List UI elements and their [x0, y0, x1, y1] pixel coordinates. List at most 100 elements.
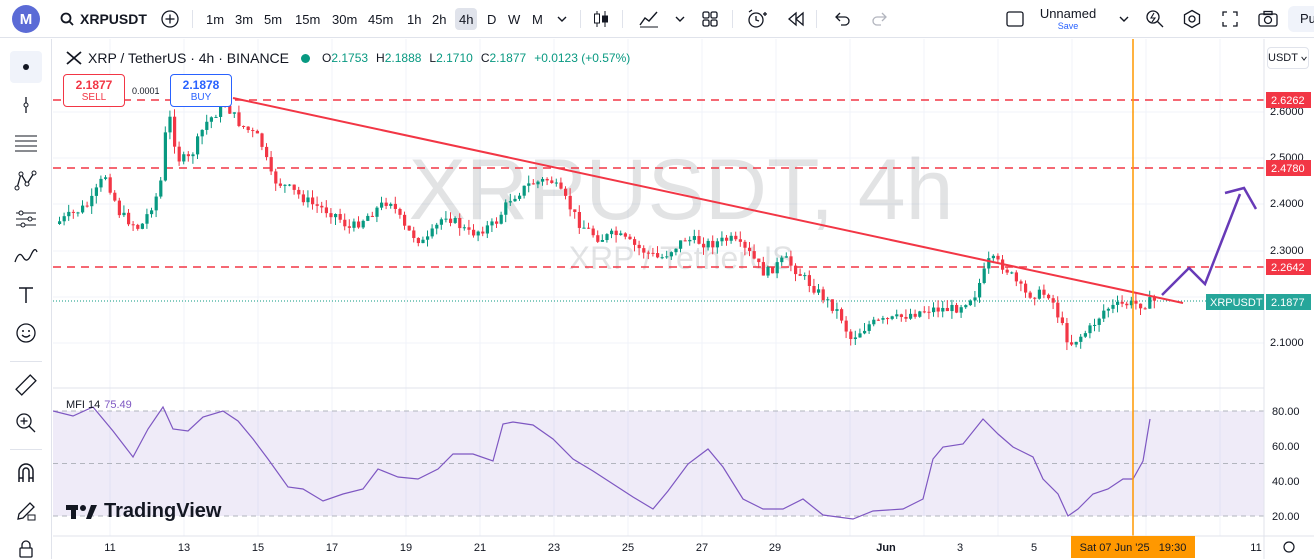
- separator: [622, 10, 623, 28]
- indicators-icon: [639, 11, 658, 28]
- chart-canvas[interactable]: XRPUSDT, 4h XRP / TetherUS 2.6000 2.5000…: [52, 39, 1314, 559]
- candle-up: [959, 307, 963, 313]
- pencil-lock-icon: [17, 502, 36, 521]
- candle-down: [587, 227, 591, 229]
- mfi-tick: 20.00: [1272, 511, 1300, 523]
- settings-button[interactable]: [1180, 7, 1204, 31]
- candle-down: [131, 224, 135, 226]
- alert-button[interactable]: [745, 7, 769, 31]
- chart-type-button[interactable]: [589, 7, 613, 31]
- zoom-tool[interactable]: [10, 407, 42, 439]
- timeframe-1m[interactable]: 1m: [206, 11, 225, 27]
- timeframe-2h[interactable]: 2h: [432, 11, 447, 27]
- timeframe-d[interactable]: D: [487, 11, 497, 27]
- timeframe-w[interactable]: W: [508, 11, 521, 27]
- candle-down: [734, 235, 738, 240]
- timeframe-dropdown[interactable]: [550, 7, 574, 31]
- candle-down: [338, 214, 342, 220]
- timeframe-m[interactable]: M: [532, 11, 543, 27]
- buy-button[interactable]: 2.1878 BUY: [170, 74, 232, 107]
- indicators-button[interactable]: [637, 7, 661, 31]
- candle-down: [246, 126, 250, 131]
- timeframe-15m[interactable]: 15m: [295, 11, 321, 27]
- chart-area[interactable]: XRPUSDT, 4h XRP / TetherUS 2.6000 2.5000…: [52, 39, 1314, 559]
- pattern-tool[interactable]: [10, 165, 42, 197]
- candle-down: [1143, 308, 1147, 310]
- xrp-logo-icon: [66, 51, 82, 65]
- fullscreen-button[interactable]: [1218, 7, 1242, 31]
- redo-button[interactable]: [868, 7, 892, 31]
- drawing-mode-tool[interactable]: [10, 495, 42, 527]
- candle-up: [205, 121, 209, 130]
- compare-symbol-button[interactable]: [158, 7, 182, 31]
- indicators-dropdown[interactable]: [668, 7, 692, 31]
- currency-selector[interactable]: USDT: [1267, 47, 1309, 69]
- candle-down: [260, 133, 264, 147]
- brush-tool[interactable]: [10, 241, 42, 273]
- lock-tool[interactable]: [10, 533, 42, 559]
- replay-button[interactable]: [784, 7, 808, 31]
- candle-up: [729, 235, 733, 241]
- magnet-tool[interactable]: [10, 457, 42, 489]
- separator: [732, 10, 733, 28]
- candle-down: [794, 265, 798, 275]
- candle-down: [637, 244, 641, 249]
- publish-button[interactable]: Pu: [1288, 6, 1314, 32]
- timeframe-5m[interactable]: 5m: [264, 11, 283, 27]
- scale-settings-button[interactable]: [1283, 541, 1295, 553]
- user-avatar[interactable]: M: [12, 5, 40, 33]
- cursor-tool[interactable]: [10, 51, 42, 83]
- undo-button[interactable]: [830, 7, 854, 31]
- templates-button[interactable]: [698, 7, 722, 31]
- text-tool[interactable]: [10, 279, 42, 311]
- time-label: 19: [400, 542, 412, 554]
- quick-search-button[interactable]: [1143, 7, 1167, 31]
- candle-down: [752, 251, 756, 259]
- candle-down: [936, 307, 940, 312]
- candle-down: [1065, 323, 1069, 343]
- candle-up: [513, 198, 517, 202]
- time-label: 13: [178, 542, 190, 554]
- mfi-legend[interactable]: MFI 14 75.49: [66, 399, 132, 411]
- forecasting-tool[interactable]: [10, 203, 42, 235]
- timeframe-3m[interactable]: 3m: [235, 11, 254, 27]
- candle-up: [669, 252, 673, 257]
- legend-title[interactable]: XRP / TetherUS · 4h · BINANCE: [88, 50, 289, 66]
- trendline[interactable]: [232, 97, 1184, 304]
- candle-down: [278, 183, 282, 186]
- snapshot-button[interactable]: [1256, 7, 1280, 31]
- layout-button[interactable]: [1003, 7, 1027, 31]
- layout-dropdown[interactable]: [1112, 7, 1136, 31]
- lock-icon: [19, 540, 33, 558]
- candle-up: [982, 268, 986, 283]
- candle-up: [1102, 310, 1106, 319]
- measure-tool[interactable]: [10, 369, 42, 401]
- icon-tool[interactable]: [10, 317, 42, 349]
- line-tool[interactable]: [10, 89, 42, 121]
- market-open-icon: [301, 53, 310, 63]
- timeframe-45m[interactable]: 45m: [368, 11, 394, 27]
- projection-path[interactable]: [1161, 193, 1242, 296]
- time-label: 23: [548, 542, 560, 554]
- candle-up: [375, 207, 379, 217]
- timeframe-30m[interactable]: 30m: [332, 11, 358, 27]
- layout-name[interactable]: Unnamed Save: [1030, 6, 1106, 31]
- sell-button[interactable]: 2.1877 SELL: [63, 74, 125, 107]
- candle-up: [932, 307, 936, 313]
- candle-down: [577, 212, 581, 228]
- candle-up: [715, 241, 719, 248]
- timeframe-1h[interactable]: 1h: [407, 11, 422, 27]
- mfi-tick: 80.00: [1272, 406, 1300, 418]
- candle-up: [863, 330, 867, 334]
- timeframe-4h[interactable]: 4h: [455, 8, 478, 30]
- fib-tool[interactable]: [10, 127, 42, 159]
- chevron-down-icon: [1301, 56, 1307, 61]
- symbol-search[interactable]: XRPUSDT: [60, 8, 147, 30]
- tradingview-logo[interactable]: TradingView: [66, 500, 221, 523]
- candle-up: [485, 225, 489, 234]
- candle-up: [209, 117, 213, 122]
- candle-down: [1042, 289, 1046, 295]
- candle-down: [416, 238, 420, 244]
- candle-up: [688, 239, 692, 242]
- high-label: H: [376, 51, 385, 65]
